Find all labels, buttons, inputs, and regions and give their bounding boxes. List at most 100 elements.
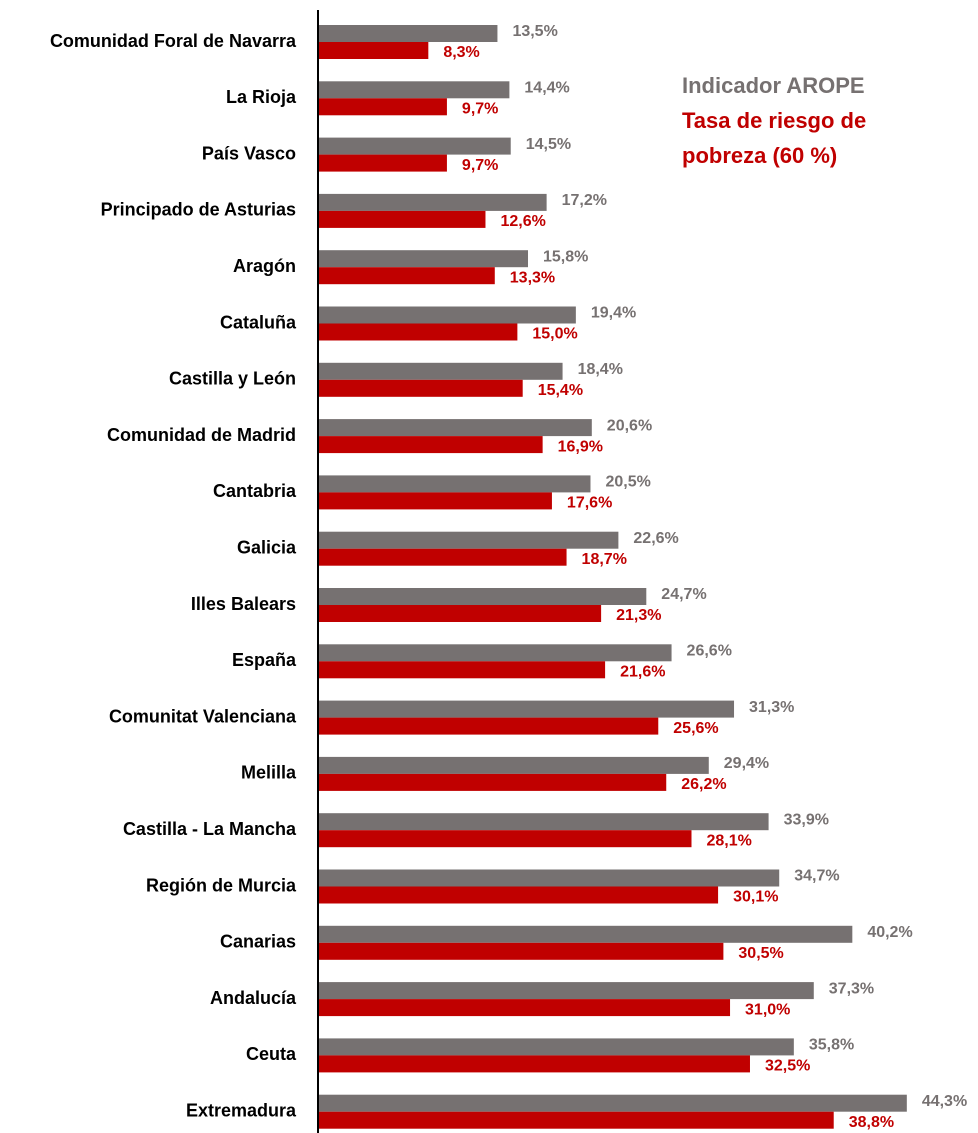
bar (318, 588, 647, 605)
data-label: 19,4% (591, 305, 636, 322)
data-label: 14,4% (524, 80, 569, 97)
y-tick-label: Galicia (237, 537, 297, 557)
data-label: 12,6% (500, 213, 545, 230)
bar (318, 42, 429, 59)
bar (318, 419, 592, 437)
bar (318, 999, 731, 1017)
bar (318, 25, 498, 42)
bar (318, 773, 667, 791)
data-label: 15,4% (538, 382, 583, 399)
bar (318, 717, 659, 735)
bar (318, 323, 518, 341)
y-tick-label: Canarias (220, 932, 296, 952)
bar (318, 98, 447, 116)
data-label: 21,3% (616, 607, 661, 624)
y-tick-label: Ceuta (246, 1044, 297, 1064)
data-label: 32,5% (765, 1058, 810, 1075)
data-label: 28,1% (706, 832, 751, 849)
data-label: 20,6% (607, 417, 652, 434)
bar (318, 154, 447, 172)
data-label: 18,4% (578, 361, 623, 378)
data-label: 18,7% (582, 551, 627, 568)
data-label: 24,7% (661, 586, 706, 603)
bar (318, 81, 510, 99)
data-label: 37,3% (829, 980, 874, 997)
bar (318, 1055, 750, 1073)
y-tick-label: Comunitat Valenciana (109, 706, 297, 726)
y-tick-label: Extremadura (186, 1100, 297, 1120)
y-tick-label: Cataluña (220, 312, 297, 332)
legend-entry: Tasa de riesgo de pobreza (60 %) (682, 108, 867, 168)
bar (318, 605, 602, 622)
data-label: 26,6% (687, 643, 732, 660)
bar (318, 210, 486, 228)
data-label: 20,5% (605, 474, 650, 491)
bar (318, 1094, 907, 1112)
y-tick-label: Melilla (241, 763, 297, 783)
data-label: 30,1% (733, 889, 778, 906)
bar (318, 267, 495, 285)
bar (318, 475, 591, 493)
bar (318, 830, 692, 848)
bar (318, 137, 511, 155)
bar (318, 250, 529, 268)
y-tick-label: España (232, 650, 297, 670)
bar (318, 193, 547, 211)
bar (318, 1111, 834, 1129)
bar (318, 700, 735, 718)
data-label: 35,8% (809, 1037, 854, 1054)
data-label: 13,5% (512, 23, 557, 40)
data-label: 30,5% (738, 945, 783, 962)
y-tick-label: Principado de Asturias (101, 200, 296, 220)
data-label: 8,3% (443, 44, 479, 61)
y-tick-label: País Vasco (202, 143, 296, 163)
data-label: 15,0% (532, 326, 577, 343)
y-tick-label: Región de Murcia (146, 875, 297, 895)
data-label: 25,6% (673, 720, 718, 737)
y-tick-label: Castilla - La Mancha (123, 819, 297, 839)
bar (318, 925, 853, 943)
data-label: 31,0% (745, 1001, 790, 1018)
data-label: 9,7% (462, 157, 498, 174)
y-tick-label: Cantabria (213, 481, 297, 501)
data-label: 22,6% (633, 530, 678, 547)
data-label: 15,8% (543, 248, 588, 265)
data-label: 17,6% (567, 495, 612, 512)
bar (318, 492, 552, 510)
legend: Indicador AROPE Tasa de riesgo de pobrez… (682, 68, 922, 173)
bar (318, 362, 563, 380)
data-label: 44,3% (922, 1093, 967, 1110)
bar (318, 644, 672, 662)
data-label: 33,9% (784, 811, 829, 828)
bar (318, 306, 576, 324)
y-tick-label: Aragón (233, 256, 296, 276)
data-label: 34,7% (794, 868, 839, 885)
y-tick-label: Illes Balears (191, 594, 296, 614)
bar (318, 1038, 794, 1056)
y-tick-label: La Rioja (226, 87, 297, 107)
bar (318, 548, 567, 566)
data-label: 31,3% (749, 699, 794, 716)
y-tick-label: Comunidad Foral de Navarra (50, 31, 297, 51)
bar (318, 436, 543, 454)
data-label: 38,8% (849, 1114, 894, 1131)
data-label: 21,6% (620, 664, 665, 681)
bar (318, 813, 769, 831)
bar (318, 942, 724, 960)
y-tick-label: Andalucía (210, 988, 297, 1008)
data-label: 17,2% (562, 192, 607, 209)
bar (318, 756, 709, 774)
y-tick-label: Castilla y León (169, 369, 296, 389)
bar (318, 886, 719, 904)
bar (318, 379, 523, 397)
data-label: 16,9% (558, 438, 603, 455)
bar (318, 531, 619, 549)
data-label: 13,3% (510, 269, 555, 286)
legend-entry: Indicador AROPE (682, 73, 865, 98)
data-label: 9,7% (462, 101, 498, 118)
bar (318, 869, 780, 887)
bar (318, 982, 814, 1000)
y-tick-label: Comunidad de Madrid (107, 425, 296, 445)
